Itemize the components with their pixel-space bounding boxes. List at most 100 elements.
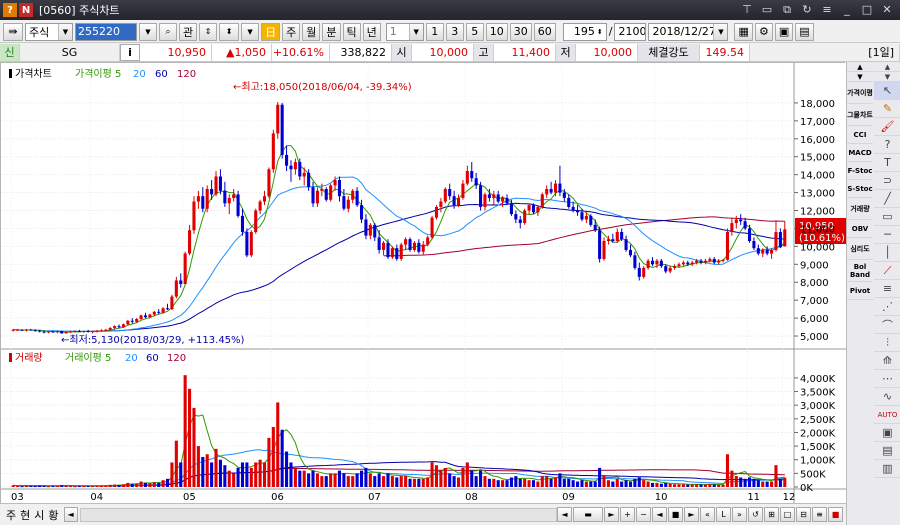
day-button[interactable]: 日 — [261, 22, 281, 41]
year-button[interactable]: 년 — [362, 22, 381, 41]
cursor-icon[interactable]: ↖ — [874, 82, 900, 100]
min60-button[interactable]: 60 — [533, 22, 556, 41]
indicator-macd[interactable]: MACD — [847, 144, 873, 162]
prev-icon[interactable]: ◄ — [652, 507, 667, 522]
spin-button[interactable]: ⬍ — [219, 22, 240, 41]
scroll-down-icon[interactable]: ▼ — [874, 72, 900, 82]
restore-icon[interactable]: ⧉ — [783, 3, 791, 16]
indicator-psy[interactable]: 심리도 — [847, 238, 873, 260]
table-view-icon[interactable]: ▦ — [734, 22, 753, 41]
tab-ju[interactable]: 주 — [6, 508, 17, 522]
stop-icon[interactable]: ■ — [668, 507, 683, 522]
zoom-out-icon[interactable]: − — [636, 507, 651, 522]
wave-icon[interactable]: ∿ — [874, 388, 900, 406]
spin-icon[interactable]: ⬍ — [596, 27, 603, 36]
help-icon[interactable]: ? — [874, 136, 900, 154]
settings-icon[interactable]: ⚙ — [754, 22, 773, 41]
indicator-obv[interactable]: OBV — [847, 220, 873, 238]
text-icon[interactable]: T — [874, 154, 900, 172]
date-picker[interactable]: 2018/12/27 ▼ — [648, 22, 729, 41]
tab-si[interactable]: 시 — [34, 508, 45, 522]
end-icon[interactable]: » — [732, 507, 747, 522]
indicator-ma[interactable]: 가격이평 — [847, 82, 873, 104]
first-icon[interactable]: « — [700, 507, 715, 522]
calc-icon[interactable]: ▣ — [874, 424, 900, 442]
tick-button[interactable]: 틱 — [342, 22, 361, 41]
tab-hyeon[interactable]: 현 — [20, 508, 31, 522]
tab-hwang[interactable]: 황 — [48, 508, 59, 522]
period-count-select[interactable]: 1 ▼ — [385, 22, 424, 41]
search-icon[interactable]: ⌕ — [159, 22, 177, 41]
new-icon[interactable]: N — [19, 3, 33, 17]
min30-button[interactable]: 30 — [509, 22, 532, 41]
min10-button[interactable]: 10 — [485, 22, 508, 41]
min1-button[interactable]: 1 — [425, 22, 444, 41]
print-icon[interactable]: ▥ — [874, 460, 900, 478]
speed-icon[interactable]: ⟰ — [874, 352, 900, 370]
view3-icon[interactable]: ⊟ — [796, 507, 811, 522]
fibo-icon[interactable]: ≡ — [874, 280, 900, 298]
stock-chart[interactable]: 가격차트 가격이평 5 20 60 120 거래량 거래이평 5 20 60 1… — [1, 63, 846, 503]
min5-button[interactable]: 5 — [465, 22, 484, 41]
tab-scroll-left-icon[interactable]: ◄ — [63, 507, 78, 522]
month-button[interactable]: 월 — [302, 22, 321, 41]
view1-icon[interactable]: ⊞ — [764, 507, 779, 522]
zoom-in-icon[interactable]: + — [620, 507, 635, 522]
sort-button[interactable]: ⇕ — [199, 22, 218, 41]
gwan-button[interactable]: 관 — [179, 22, 198, 41]
help-icon[interactable]: ? — [3, 3, 17, 17]
next-icon[interactable]: ► — [684, 507, 699, 522]
gann-icon[interactable]: ⋯ — [874, 370, 900, 388]
count-input[interactable]: 195 ⬍ — [562, 22, 607, 41]
line-icon[interactable]: ╱ — [874, 190, 900, 208]
eraser-icon[interactable]: ✎ — [874, 100, 900, 118]
indicator-cci[interactable]: CCI — [847, 126, 873, 144]
magnet-icon[interactable]: ⊃ — [874, 172, 900, 190]
vline-icon[interactable]: │ — [874, 244, 900, 262]
horizontal-scrollbar[interactable] — [79, 507, 557, 522]
minute-button[interactable]: 분 — [322, 22, 341, 41]
indicator-fstoc[interactable]: F-Stoc — [847, 162, 873, 180]
color-icon[interactable]: ■ — [828, 507, 843, 522]
menu-icon[interactable]: ≡ — [822, 3, 832, 16]
min3-button[interactable]: 3 — [445, 22, 464, 41]
indicator-volume[interactable]: 거래량 — [847, 198, 873, 220]
hline-icon[interactable]: ─ — [874, 226, 900, 244]
scroll-up-icon[interactable]: ▲ — [874, 62, 900, 72]
scroll-left-icon[interactable]: ◄ — [557, 507, 572, 522]
market-select[interactable]: 주식 ▼ — [25, 22, 73, 41]
info-button[interactable]: i — [120, 43, 140, 61]
indicator-sstoc[interactable]: S-Stoc — [847, 180, 873, 198]
stock-code-input[interactable]: 255220 — [75, 22, 137, 41]
last-icon[interactable]: L — [716, 507, 731, 522]
rect-icon[interactable]: ▭ — [874, 208, 900, 226]
view2-icon[interactable]: □ — [780, 507, 795, 522]
maximize-icon[interactable]: □ — [861, 3, 873, 16]
arc-icon[interactable]: ⌒ — [874, 316, 900, 334]
pin-icon[interactable]: ⊤ — [742, 3, 752, 16]
refresh-icon[interactable]: ↻ — [802, 3, 812, 16]
grid-icon[interactable]: ▤ — [795, 22, 814, 41]
menu-arrow-button[interactable]: ▼ — [241, 22, 260, 41]
save-icon[interactable]: ▣ — [774, 22, 794, 41]
scroll-up-icon[interactable]: ▲ — [847, 62, 873, 72]
layout-icon[interactable]: ▭ — [761, 3, 773, 16]
view4-icon[interactable]: ≡ — [812, 507, 827, 522]
indicator-bolband[interactable]: Bol Band — [847, 260, 873, 282]
paint-icon[interactable]: 🖌 — [874, 118, 900, 136]
link-icon[interactable]: ⇛ — [3, 22, 23, 41]
zoom-bar[interactable]: ▬ — [573, 507, 603, 522]
scroll-right-icon[interactable]: ► — [604, 507, 619, 522]
scroll-down-icon[interactable]: ▼ — [847, 72, 873, 82]
auto-icon[interactable]: AUTO — [874, 406, 900, 424]
indicator-pivot[interactable]: Pivot — [847, 282, 873, 300]
chart-area[interactable]: 가격차트 가격이평 5 20 60 120 거래량 거래이평 5 20 60 1… — [0, 62, 846, 516]
cycle-icon[interactable]: ⫶ — [874, 334, 900, 352]
indicator-net[interactable]: 그물차트 — [847, 104, 873, 126]
trend-icon[interactable]: ⟋ — [874, 262, 900, 280]
reset-icon[interactable]: ↺ — [748, 507, 763, 522]
save-icon[interactable]: ▤ — [874, 442, 900, 460]
close-icon[interactable]: ✕ — [882, 3, 892, 16]
week-button[interactable]: 주 — [282, 22, 301, 41]
fan-icon[interactable]: ⋰ — [874, 298, 900, 316]
